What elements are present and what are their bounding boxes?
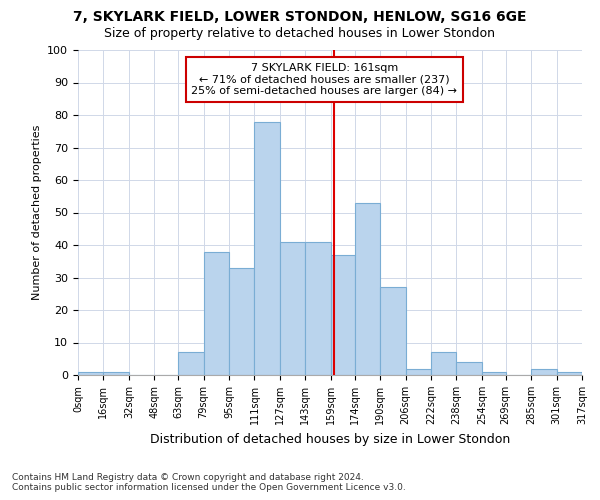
Bar — [482, 372, 506, 375]
Bar — [331, 255, 355, 375]
Bar — [103, 372, 129, 375]
Bar — [305, 242, 331, 375]
Text: Contains HM Land Registry data © Crown copyright and database right 2024.
Contai: Contains HM Land Registry data © Crown c… — [12, 473, 406, 492]
Bar — [178, 352, 203, 375]
Bar — [355, 203, 380, 375]
Bar — [431, 352, 457, 375]
Text: Size of property relative to detached houses in Lower Stondon: Size of property relative to detached ho… — [104, 28, 496, 40]
Bar — [229, 268, 254, 375]
Bar — [531, 368, 557, 375]
Bar — [406, 368, 431, 375]
Y-axis label: Number of detached properties: Number of detached properties — [32, 125, 42, 300]
X-axis label: Distribution of detached houses by size in Lower Stondon: Distribution of detached houses by size … — [150, 432, 510, 446]
Text: 7, SKYLARK FIELD, LOWER STONDON, HENLOW, SG16 6GE: 7, SKYLARK FIELD, LOWER STONDON, HENLOW,… — [73, 10, 527, 24]
Bar — [557, 372, 582, 375]
Bar — [380, 287, 406, 375]
Bar — [280, 242, 305, 375]
Bar — [457, 362, 482, 375]
Bar — [254, 122, 280, 375]
Bar — [203, 252, 229, 375]
Bar — [78, 372, 103, 375]
Text: 7 SKYLARK FIELD: 161sqm
← 71% of detached houses are smaller (237)
25% of semi-d: 7 SKYLARK FIELD: 161sqm ← 71% of detache… — [191, 63, 457, 96]
